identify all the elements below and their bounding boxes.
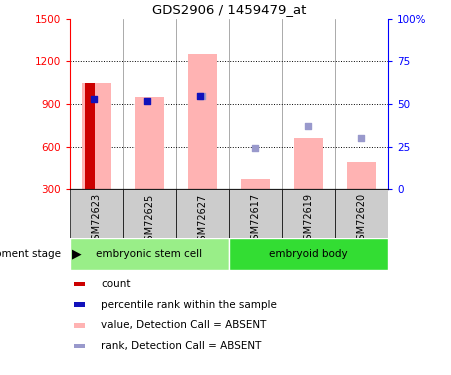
Bar [188,54,217,189]
Point [196,93,203,99]
Bar [70,238,229,270]
Bar [347,162,376,189]
Point [90,96,97,102]
Text: embryoid body: embryoid body [269,249,348,259]
Point [252,146,259,152]
Bar [135,97,164,189]
Point [199,93,206,99]
Text: GSM72619: GSM72619 [304,193,313,246]
Title: GDS2906 / 1459479_at: GDS2906 / 1459479_at [152,3,306,16]
Point [305,123,312,129]
Bar [74,302,85,307]
Bar [74,282,85,286]
Bar [176,189,229,238]
Bar [74,344,85,348]
Bar [85,83,95,189]
Bar [335,189,388,238]
Text: GSM72623: GSM72623 [92,193,101,246]
Text: GSM72627: GSM72627 [198,193,207,246]
Text: GSM72617: GSM72617 [250,193,260,246]
Text: percentile rank within the sample: percentile rank within the sample [101,300,277,310]
Text: rank, Detection Call = ABSENT: rank, Detection Call = ABSENT [101,341,262,351]
Bar [282,189,335,238]
Text: value, Detection Call = ABSENT: value, Detection Call = ABSENT [101,320,267,330]
Bar [229,238,388,270]
Text: GSM72620: GSM72620 [356,193,366,246]
Bar [294,138,323,189]
Text: embryonic stem cell: embryonic stem cell [97,249,202,259]
Bar [123,189,176,238]
Bar [74,323,85,328]
Text: GSM72625: GSM72625 [144,193,154,246]
Bar [229,189,282,238]
Text: ▶: ▶ [72,248,82,261]
Point [143,98,150,104]
Bar [70,189,123,238]
Point [358,135,365,141]
Bar [82,83,111,189]
Text: count: count [101,279,131,289]
Text: development stage: development stage [0,249,61,259]
Bar [241,179,270,189]
